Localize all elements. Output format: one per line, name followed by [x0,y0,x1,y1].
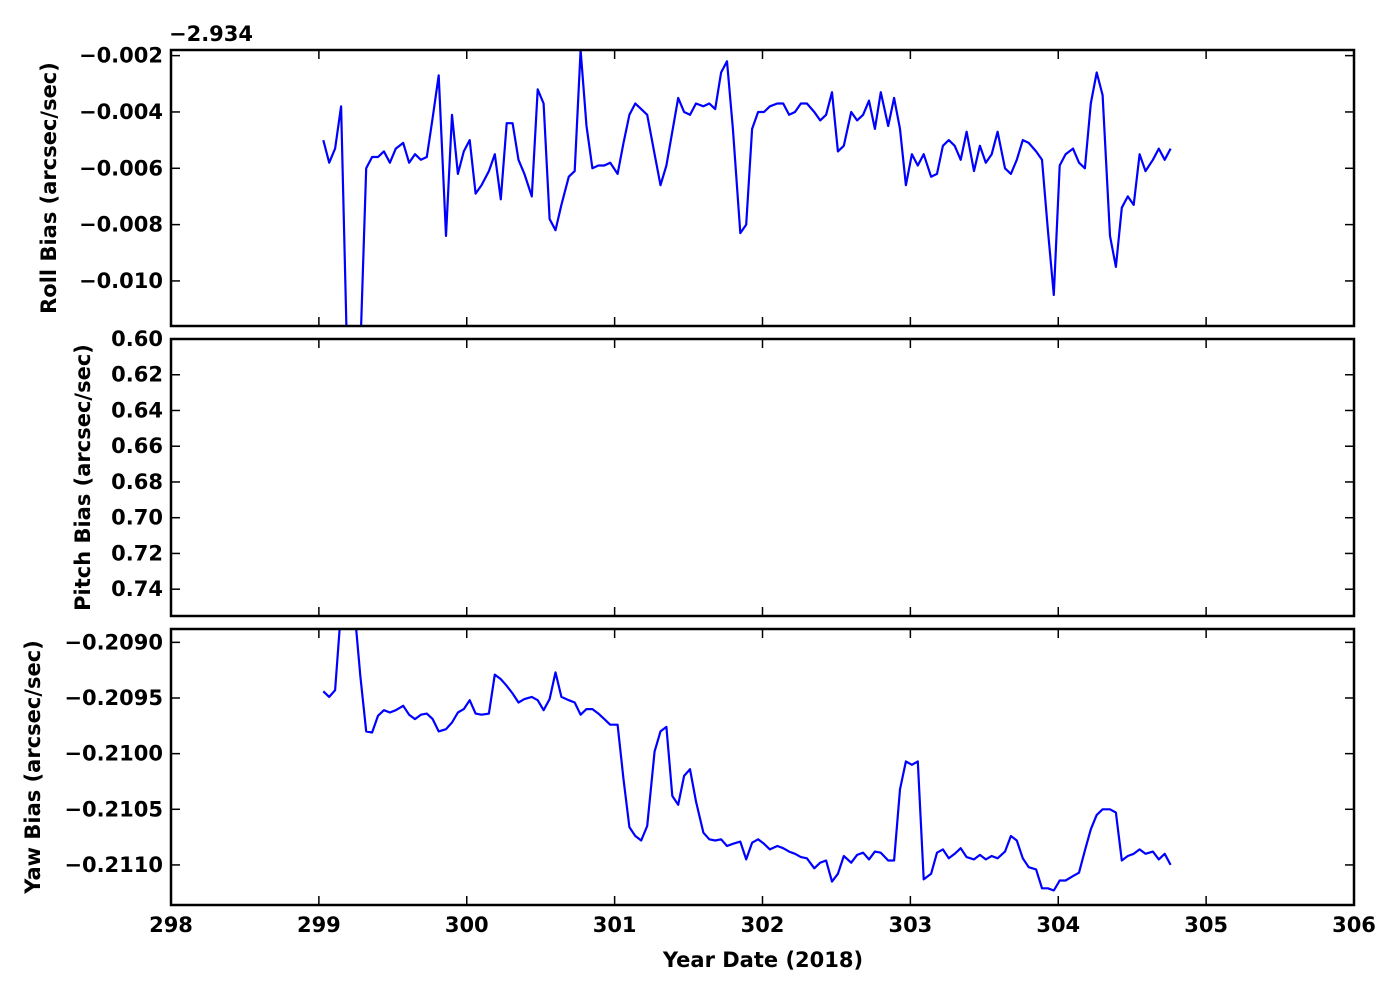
y-tick-label-roll-1: −0.004 [79,100,163,124]
panel-yaw: −0.2090 −0.2095 −0.2100 −0.2105 −0.2110 Yaw B… [21,627,1356,907]
y-axis-label-yaw: Yaw Bias (arcsec/sec) [21,640,45,895]
x-tick-label-0: 298 [149,913,193,937]
y-tick-label-roll-0: −0.002 [79,44,163,68]
y-tick-label-yaw-2: −0.2100 [64,742,163,766]
series-line-yaw [322,629,1172,892]
y-tick-label-pitch-5: 0.70 [111,506,163,530]
offset-label-roll: −2.934 [169,22,253,46]
plot-frame-yaw [169,627,1356,907]
x-tick-label-1: 299 [297,913,341,937]
y-tick-label-pitch-0: 0.60 [111,327,163,351]
x-tick-label-8: 306 [1332,913,1376,937]
panel-pitch: 0.60 0.62 0.64 0.66 0.68 0.70 0.72 0.74 Pitch Bi… [71,327,1356,618]
y-tick-label-pitch-6: 0.72 [111,541,163,565]
plot-frame-roll [169,48,1356,328]
y-tick-label-yaw-1: −0.2095 [64,686,163,710]
x-tick-label-4: 302 [741,913,785,937]
y-tick-label-pitch-4: 0.68 [111,470,163,494]
y-tick-label-yaw-4: −0.2110 [64,853,163,877]
y-tick-label-roll-3: −0.008 [79,213,163,237]
x-axis: 298 299 300 301 302 303 304 305 306 [149,913,1376,937]
y-axis-label-pitch: Pitch Bias (arcsec/sec) [71,344,95,611]
y-tick-label-yaw-3: −0.2105 [64,797,163,821]
y-tick-label-pitch-3: 0.66 [111,434,163,458]
y-tick-label-yaw-0: −0.2090 [64,630,163,654]
y-axis-label-roll: Roll Bias (arcsec/sec) [37,62,61,314]
chart-panels: −0.002 −0.004 −0.006 −0.008 −0.010 Roll Bias … [21,22,1356,907]
x-axis-label: Year Date (2018) [662,948,863,972]
panel-roll: −0.002 −0.004 −0.006 −0.008 −0.010 Roll Bias … [37,22,1356,328]
x-tick-label-6: 304 [1036,913,1080,937]
x-tick-label-3: 301 [593,913,637,937]
plot-frame-pitch [169,337,1356,618]
y-tick-label-roll-2: −0.006 [79,156,163,180]
y-tick-label-pitch-2: 0.64 [111,398,163,422]
y-tick-label-pitch-7: 0.74 [111,577,163,601]
series-line-roll [322,50,1172,326]
x-tick-label-7: 305 [1184,913,1228,937]
y-tick-label-pitch-1: 0.62 [111,363,163,387]
y-tick-label-roll-4: −0.010 [79,269,163,293]
x-tick-label-5: 303 [888,913,932,937]
x-tick-label-2: 300 [445,913,489,937]
